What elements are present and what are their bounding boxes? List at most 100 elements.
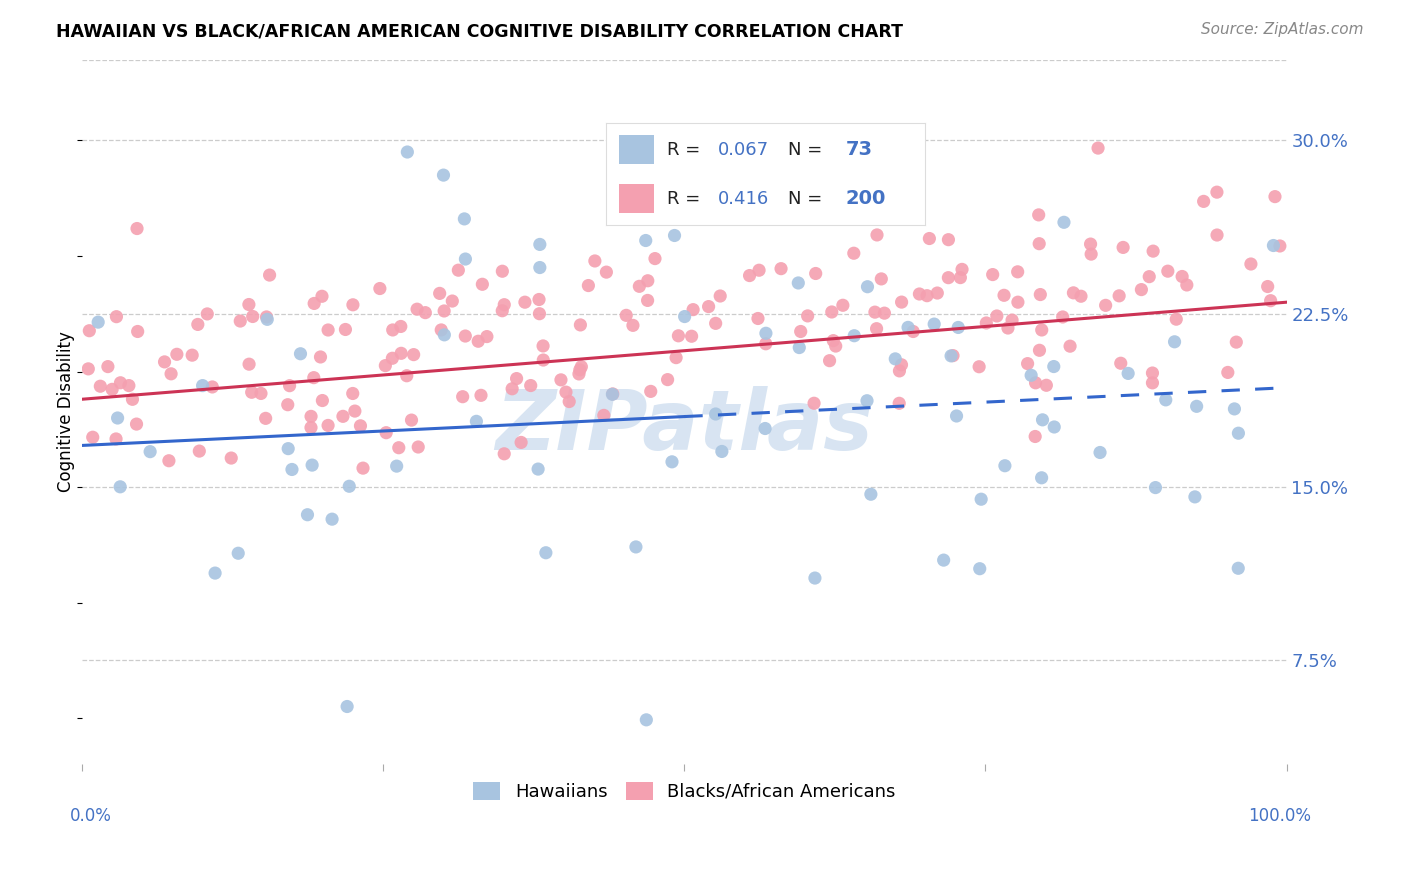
Point <box>349 418 371 433</box>
Point <box>583 254 606 268</box>
Text: ZIPatlas: ZIPatlas <box>495 385 873 467</box>
Point <box>1028 236 1050 251</box>
Point <box>465 414 488 428</box>
Point <box>343 404 366 418</box>
Point <box>87 315 110 329</box>
Legend: Hawaiians, Blacks/African Americans: Hawaiians, Blacks/African Americans <box>467 774 903 808</box>
Point <box>602 387 624 401</box>
Point <box>321 512 343 526</box>
Point <box>1019 368 1042 383</box>
Point <box>1052 310 1074 324</box>
Point <box>624 540 647 554</box>
Point <box>704 407 727 421</box>
Point <box>1257 279 1279 293</box>
Point <box>302 370 325 384</box>
Point <box>889 396 911 410</box>
Point <box>1031 323 1053 337</box>
Point <box>531 353 554 368</box>
Point <box>441 293 464 308</box>
Point <box>1130 283 1153 297</box>
Point <box>1166 312 1188 326</box>
Point <box>242 310 264 324</box>
Point <box>1223 401 1246 416</box>
Point <box>967 359 990 374</box>
Point <box>1268 239 1291 253</box>
Point <box>388 441 411 455</box>
Point <box>628 279 651 293</box>
Point <box>219 451 242 466</box>
Point <box>901 325 924 339</box>
Point <box>621 318 644 333</box>
Point <box>796 309 818 323</box>
Point <box>842 246 865 260</box>
Point <box>107 411 129 425</box>
Point <box>256 310 278 324</box>
Point <box>451 390 474 404</box>
Point <box>993 288 1015 302</box>
Point <box>229 314 252 328</box>
Point <box>949 270 972 285</box>
Point <box>1260 293 1282 308</box>
Point <box>531 339 554 353</box>
Point <box>969 562 991 576</box>
Point <box>644 252 666 266</box>
Point <box>1192 194 1215 209</box>
Point <box>1053 215 1076 229</box>
Point <box>491 303 513 318</box>
Point <box>105 310 128 324</box>
Point <box>1263 238 1285 252</box>
Point <box>1206 227 1229 242</box>
Point <box>1007 265 1029 279</box>
Point <box>897 320 920 334</box>
Point <box>527 462 550 476</box>
Point <box>299 420 322 434</box>
Point <box>682 302 704 317</box>
Point <box>491 264 513 278</box>
Point <box>1185 400 1208 414</box>
Point <box>433 304 456 318</box>
Point <box>1042 359 1064 374</box>
Point <box>433 327 456 342</box>
Point <box>804 267 827 281</box>
Point <box>368 281 391 295</box>
Point <box>859 487 882 501</box>
Point <box>157 454 180 468</box>
Point <box>1001 313 1024 327</box>
Point <box>513 295 536 310</box>
Point <box>602 387 624 401</box>
Point <box>1087 141 1109 155</box>
Point <box>166 347 188 361</box>
Point <box>994 458 1017 473</box>
Point <box>856 279 879 293</box>
Point <box>430 323 453 337</box>
Point <box>1225 335 1247 350</box>
Point <box>406 302 429 317</box>
Point <box>1216 366 1239 380</box>
Point <box>640 384 662 399</box>
Point <box>981 268 1004 282</box>
Point <box>873 306 896 320</box>
Point <box>986 309 1008 323</box>
Point <box>1080 247 1102 261</box>
Point <box>803 396 825 410</box>
Point <box>226 546 249 560</box>
Point <box>381 323 404 337</box>
Point <box>195 307 218 321</box>
Point <box>309 350 332 364</box>
Point <box>204 566 226 580</box>
Point <box>804 571 827 585</box>
Point <box>970 492 993 507</box>
Point <box>311 393 333 408</box>
Point <box>277 442 299 456</box>
Point <box>865 321 887 335</box>
Point <box>1017 357 1039 371</box>
Point <box>342 386 364 401</box>
Point <box>942 349 965 363</box>
Point <box>401 413 423 427</box>
Point <box>316 418 339 433</box>
Point <box>945 409 967 423</box>
Text: Source: ZipAtlas.com: Source: ZipAtlas.com <box>1201 22 1364 37</box>
Text: HAWAIIAN VS BLACK/AFRICAN AMERICAN COGNITIVE DISABILITY CORRELATION CHART: HAWAIIAN VS BLACK/AFRICAN AMERICAN COGNI… <box>56 22 903 40</box>
Point <box>471 277 494 292</box>
Point <box>259 268 281 282</box>
